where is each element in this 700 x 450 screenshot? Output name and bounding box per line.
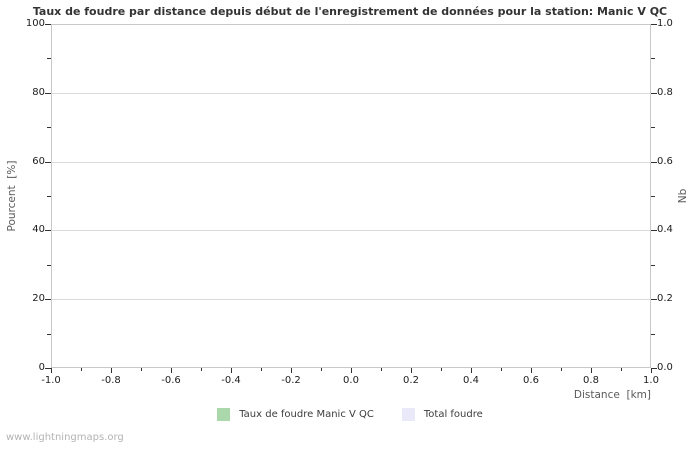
y-axis-tick-label-right: 0.2: [657, 293, 673, 305]
y-axis-tick-label-left: 60: [32, 155, 45, 167]
y-axis-tick-label-right: 0.0: [657, 362, 673, 373]
x-minor-tick: [201, 368, 202, 371]
x-axis-tick-label: 0.0: [343, 375, 359, 386]
x-minor-tick: [501, 368, 502, 371]
x-major-tick: [231, 368, 232, 373]
legend-swatch-lavender: [401, 408, 415, 421]
y-major-tick-left: [45, 230, 51, 232]
y-major-tick-right: [651, 230, 657, 232]
y-major-tick-right: [651, 24, 657, 25]
x-major-tick: [591, 368, 592, 373]
y-axis-tick-label-left: 80: [32, 86, 45, 98]
legend: Taux de foudre Manic V QC Total foudre: [0, 408, 700, 421]
x-axis-tick-label: -0.2: [281, 375, 301, 386]
x-axis-tick-label: -0.4: [221, 375, 241, 386]
y-axis-tick-label-right: 0.6: [657, 155, 673, 167]
legend-item-taux-de-foudre: Taux de foudre Manic V QC: [217, 408, 374, 421]
plot-area: [51, 24, 651, 368]
chart-title: Taux de foudre par distance depuis début…: [32, 5, 668, 18]
x-major-tick: [351, 368, 352, 373]
y-axis-tick-label-right: 1.0: [657, 18, 673, 29]
x-minor-tick: [381, 368, 382, 371]
legend-swatch-green: [217, 408, 231, 421]
y-major-tick-left: [45, 368, 51, 369]
y-minor-tick-left: [47, 127, 51, 129]
y-axis-tick-label-right: 0.8: [657, 86, 673, 98]
x-axis-tick-label: 0.4: [463, 375, 479, 386]
y-minor-tick-right: [651, 264, 655, 266]
x-major-tick: [651, 368, 652, 373]
y-axis-label-left: Pourcent [%]: [6, 160, 18, 232]
y-minor-tick-right: [651, 127, 655, 129]
y-axis-label-right: Nb: [677, 188, 689, 204]
y-axis-tick-label-right: 0.4: [657, 224, 673, 236]
x-minor-tick: [141, 368, 142, 371]
x-major-tick: [291, 368, 292, 373]
y-minor-tick-left: [47, 196, 51, 197]
y-axis-tick-label-left: 0: [38, 362, 45, 373]
x-axis-tick-label: 1.0: [643, 375, 659, 386]
x-axis-tick-label: -1.0: [41, 375, 61, 386]
x-major-tick: [171, 368, 172, 373]
y-axis-tick-label-left: 20: [32, 293, 45, 305]
x-minor-tick: [261, 368, 262, 371]
gridline: [51, 92, 651, 94]
gridline: [51, 230, 651, 232]
x-minor-tick: [621, 368, 622, 371]
x-axis-tick-label: -0.8: [101, 375, 121, 386]
x-axis-tick-label: 0.8: [583, 375, 599, 386]
legend-item-total-foudre: Total foudre: [401, 408, 483, 421]
x-major-tick: [531, 368, 532, 373]
x-minor-tick: [81, 368, 82, 371]
y-minor-tick-right: [651, 333, 655, 335]
x-major-tick: [51, 368, 52, 373]
x-axis-label: Distance [km]: [573, 389, 651, 401]
y-major-tick-left: [45, 299, 51, 301]
x-major-tick: [411, 368, 412, 373]
y-major-tick-left: [45, 161, 51, 163]
y-major-tick-right: [651, 92, 657, 94]
x-axis-tick-label: -0.6: [161, 375, 181, 386]
y-axis-tick-label-left: 100: [25, 18, 45, 29]
gridline: [51, 299, 651, 301]
legend-label: Total foudre: [423, 409, 483, 420]
y-minor-tick-right: [651, 196, 655, 197]
x-axis-tick-label: 0.2: [403, 375, 419, 386]
x-minor-tick: [441, 368, 442, 371]
y-major-tick-right: [651, 299, 657, 301]
y-major-tick-left: [45, 92, 51, 94]
y-major-tick-right: [651, 161, 657, 163]
y-minor-tick-right: [651, 58, 655, 60]
x-minor-tick: [561, 368, 562, 371]
watermark-text: www.lightningmaps.org: [6, 432, 124, 443]
y-minor-tick-left: [47, 58, 51, 60]
x-minor-tick: [321, 368, 322, 371]
y-minor-tick-left: [47, 264, 51, 266]
x-axis-tick-label: 0.6: [523, 375, 539, 386]
x-major-tick: [111, 368, 112, 373]
y-minor-tick-left: [47, 333, 51, 335]
y-axis-tick-label-left: 40: [32, 224, 45, 236]
y-major-tick-left: [45, 24, 51, 25]
legend-label: Taux de foudre Manic V QC: [239, 409, 374, 420]
gridline: [51, 161, 651, 163]
x-major-tick: [471, 368, 472, 373]
y-major-tick-right: [651, 368, 657, 369]
